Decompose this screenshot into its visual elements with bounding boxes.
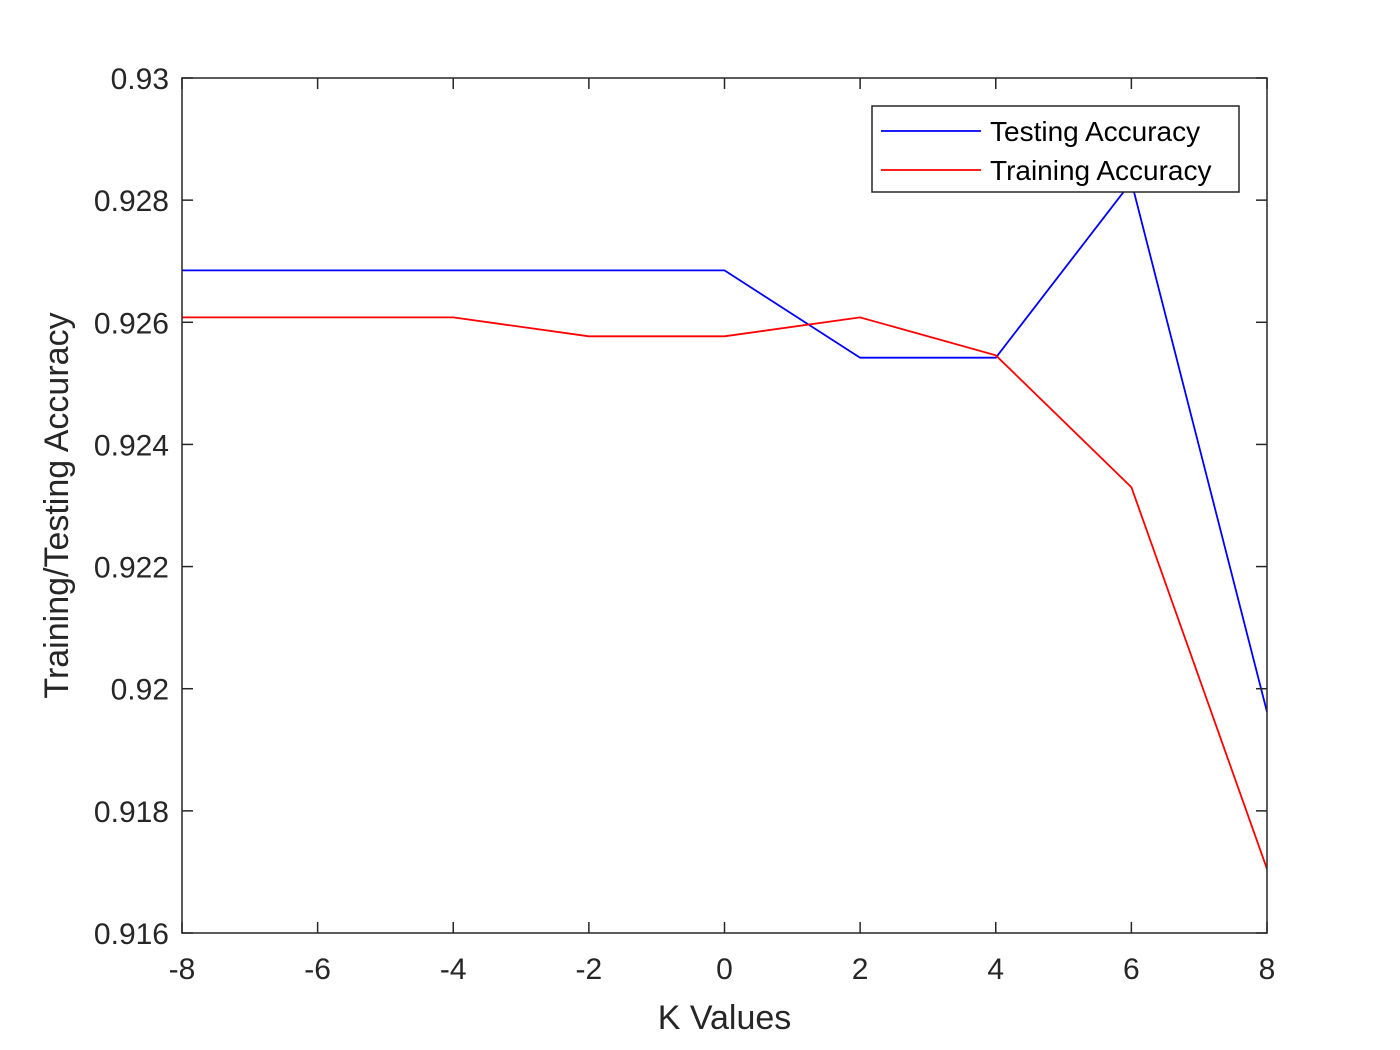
x-tick-label: 4	[987, 953, 1004, 986]
y-tick-label: 0.918	[94, 796, 169, 829]
legend-label-training: Training Accuracy	[990, 155, 1212, 186]
x-tick-label: -4	[440, 953, 467, 986]
y-tick-label: 0.916	[94, 918, 169, 951]
series-layer	[182, 179, 1267, 870]
y-tick-label: 0.926	[94, 307, 169, 340]
legend: Testing Accuracy Training Accuracy	[871, 105, 1240, 193]
x-tick-label: 2	[852, 953, 869, 986]
x-tick-label: -8	[169, 953, 196, 986]
y-tick-label: 0.924	[94, 429, 169, 462]
tick-label-layer: -8 -6 -4 -2 0 2 4 6 8 0.916 0.918 0.92 0.922 0.924 0.9…	[94, 63, 1275, 986]
x-tick-label: 8	[1259, 953, 1276, 986]
legend-box	[871, 105, 1240, 193]
y-tick-label: 0.928	[94, 185, 169, 218]
x-tick-label: -6	[304, 953, 331, 986]
y-tick-label: 0.92	[111, 674, 169, 707]
x-axis-label: K Values	[658, 999, 792, 1037]
x-tick-label: -2	[576, 953, 603, 986]
series-line-training-accuracy	[182, 316, 1267, 870]
x-tick-label: 6	[1123, 953, 1140, 986]
y-tick-label: 0.922	[94, 552, 169, 585]
x-tick-label: 0	[716, 953, 733, 986]
y-tick-label: 0.93	[111, 63, 169, 96]
plot-frame	[181, 77, 1268, 934]
plot-area	[182, 78, 1267, 933]
series-line-testing-accuracy	[182, 179, 1267, 713]
legend-label-testing: Testing Accuracy	[990, 116, 1200, 147]
y-axis-label: Training/Testing Accuracy	[38, 312, 76, 698]
